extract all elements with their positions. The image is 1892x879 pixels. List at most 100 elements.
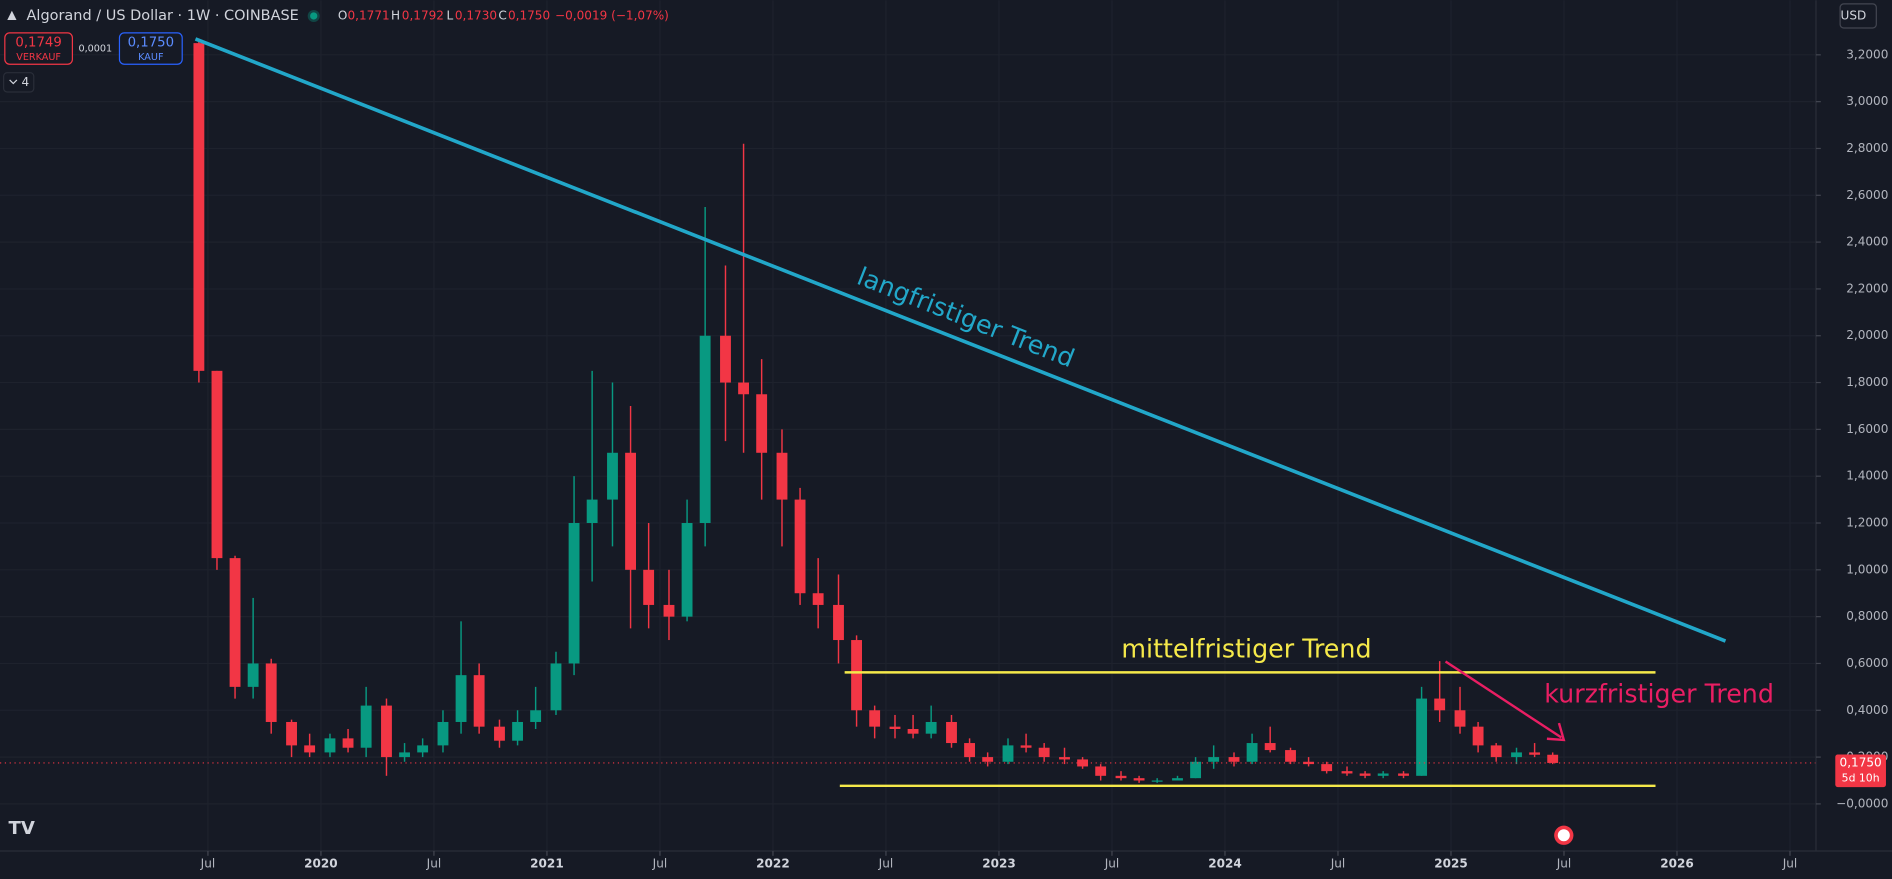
ohlc-value: 0,1771 — [348, 8, 390, 22]
candle-body — [663, 604, 675, 617]
candle-body — [1511, 752, 1522, 758]
candle-body — [1190, 761, 1202, 779]
candle-body — [399, 752, 410, 758]
x-tick-label: Jul — [426, 857, 442, 871]
ohlc-key: L — [446, 8, 453, 22]
symbol: Algorand / US Dollar · 1W · COINBASE — [27, 8, 299, 24]
y-tick-label: 1,4000 — [1846, 469, 1888, 483]
ohlc-key: H — [391, 8, 400, 22]
candle-body — [869, 710, 881, 727]
candle-body — [1077, 759, 1089, 767]
candle-body — [720, 335, 731, 383]
candle-body — [1264, 743, 1276, 751]
x-tick-label: Jul — [1782, 857, 1798, 871]
candle-body — [1285, 750, 1296, 762]
candle-body — [1398, 773, 1409, 776]
candle-body — [643, 569, 655, 605]
short-trend-arrow[interactable] — [1444, 660, 1563, 739]
candle-body — [1059, 757, 1070, 760]
indicators-toggle[interactable] — [3, 72, 35, 93]
market-status — [310, 12, 318, 20]
y-tick-label: 1,2000 — [1846, 516, 1888, 530]
candle-body — [946, 721, 957, 744]
candle-body — [437, 721, 449, 746]
x-tick-label: Jul — [200, 857, 216, 871]
y-tick-label: −0,0000 — [1836, 796, 1888, 810]
candle-body — [211, 370, 223, 559]
x-tick-label: Jul — [878, 857, 894, 871]
y-tick-label: 2,4000 — [1846, 235, 1888, 249]
candle-body — [494, 726, 505, 741]
candle-body — [776, 452, 788, 500]
candle-body — [1208, 757, 1220, 762]
x-tick-label: Jul — [1104, 857, 1120, 871]
candle-body — [586, 499, 598, 524]
logo-icon: ▲ — [7, 7, 17, 21]
candle-body — [1133, 778, 1145, 781]
buy-button[interactable] — [118, 32, 183, 65]
candle-body — [794, 499, 806, 594]
candle-body — [889, 726, 901, 730]
y-tick-label: 1,6000 — [1846, 422, 1888, 436]
sell-label: VERKAUF — [16, 52, 61, 63]
candle-body — [417, 745, 429, 753]
sell-button[interactable] — [4, 32, 74, 65]
candle-body — [1377, 773, 1389, 776]
candle-body — [1151, 780, 1163, 782]
candle-body — [964, 743, 976, 758]
sell-price: 0,1749 — [15, 36, 61, 51]
candle-body — [1529, 752, 1541, 755]
candle-body — [342, 738, 354, 748]
x-tick-label: Jul — [1556, 857, 1572, 871]
spread: 0,0001 — [78, 44, 112, 55]
y-tick-label: 1,8000 — [1846, 375, 1888, 389]
price-tag-countdown: 5d 10h — [1842, 772, 1880, 785]
price-tag-value: 0,1750 — [1840, 755, 1882, 769]
candle-body — [568, 523, 580, 664]
candle-body — [907, 729, 919, 734]
y-tick-label: 0,4000 — [1846, 703, 1888, 717]
x-tick-label: 2020 — [304, 857, 338, 871]
ohlc-value: 0,1792 — [402, 8, 444, 22]
candle-body — [1321, 764, 1333, 772]
y-tick-label: 0,6000 — [1846, 656, 1888, 670]
x-tick-label: 2022 — [756, 857, 790, 871]
tradingview-logo[interactable]: TV — [9, 818, 35, 839]
candle-body — [925, 721, 937, 734]
candle-body — [286, 721, 297, 746]
y-tick-label: 3,0000 — [1846, 94, 1888, 108]
grid — [0, 0, 1816, 851]
y-tick-label: 3,2000 — [1846, 47, 1888, 61]
candle-body — [1095, 766, 1107, 776]
buy-price: 0,1750 — [128, 36, 174, 51]
event-flag — [1557, 829, 1570, 842]
chevron — [9, 79, 18, 85]
arrow-head — [1546, 722, 1566, 742]
candle-body — [530, 710, 542, 722]
x-tick-label: 2021 — [530, 857, 564, 871]
candle-body — [681, 523, 693, 617]
candle-body — [812, 593, 824, 605]
candle-body — [982, 757, 994, 762]
candle-body — [247, 663, 259, 687]
candle-body — [550, 663, 562, 711]
long-trend-line[interactable] — [194, 37, 1727, 643]
x-tick-label: Jul — [652, 857, 668, 871]
candle-body — [265, 663, 277, 722]
candle-body — [455, 675, 467, 722]
y-tick-label: 2,2000 — [1846, 281, 1888, 295]
candle-body — [512, 721, 523, 741]
candle-body — [324, 738, 336, 753]
candle-body — [1490, 745, 1502, 758]
annotation: kurzfristiger Trend — [1544, 678, 1774, 708]
y-tick-label: 1,0000 — [1846, 562, 1888, 576]
candle-body — [1246, 743, 1258, 762]
x-tick-label: 2025 — [1434, 857, 1468, 871]
candle-body — [1434, 698, 1446, 711]
candle-body — [1472, 726, 1484, 746]
x-tick-label: 2023 — [982, 857, 1016, 871]
currency-button[interactable] — [1839, 3, 1877, 29]
candle-body — [360, 705, 372, 748]
